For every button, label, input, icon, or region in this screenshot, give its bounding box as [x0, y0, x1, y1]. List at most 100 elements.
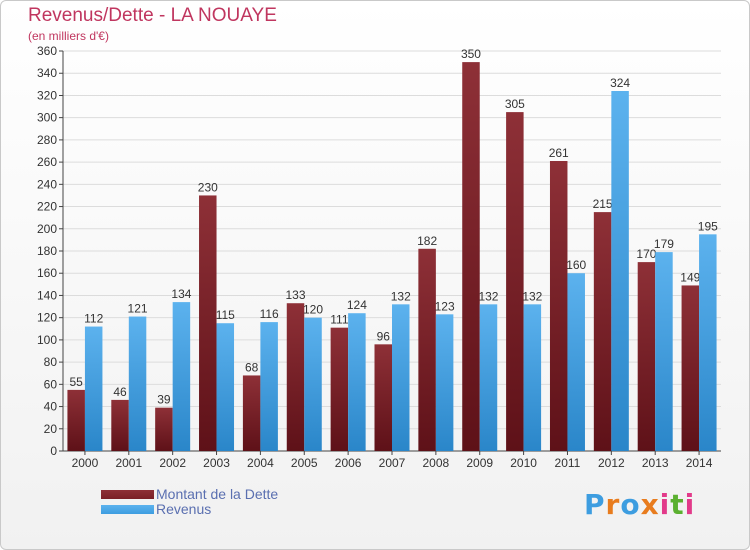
- value-label-dette: 182: [417, 234, 437, 248]
- x-tick-label: 2001: [115, 456, 142, 470]
- y-tick-label: 180: [37, 244, 57, 258]
- y-tick-label: 140: [37, 288, 57, 302]
- y-tick-label: 260: [37, 155, 57, 169]
- value-label-dette: 39: [157, 393, 171, 407]
- value-label-dette: 111: [330, 313, 349, 327]
- value-label-revenus: 195: [698, 219, 718, 233]
- bar-revenus: [611, 91, 629, 451]
- value-label-dette: 215: [593, 197, 613, 211]
- bar-revenus: [435, 314, 454, 451]
- legend-label-dette: Montant de la Dette: [156, 486, 279, 502]
- y-tick-label: 20: [44, 422, 58, 436]
- value-label-dette: 350: [461, 47, 481, 61]
- y-tick-label: 300: [37, 111, 57, 125]
- value-label-dette: 230: [198, 180, 218, 194]
- bar-dette: [418, 248, 436, 451]
- bar-dette: [506, 112, 524, 451]
- x-tick-label: 2008: [423, 456, 450, 470]
- logo-letter: i: [659, 488, 671, 521]
- bar-revenus: [128, 316, 147, 451]
- y-tick-label: 220: [37, 200, 57, 214]
- value-label-revenus: 179: [654, 237, 674, 251]
- legend-label-revenus: Revenus: [156, 501, 212, 517]
- y-tick-label: 160: [37, 266, 57, 280]
- value-label-dette: 46: [113, 385, 127, 399]
- bar-dette: [681, 285, 700, 451]
- bar-revenus: [348, 313, 366, 451]
- y-tick-label: 280: [37, 133, 57, 147]
- value-label-revenus: 160: [566, 258, 586, 272]
- y-tick-label: 0: [50, 444, 57, 458]
- value-label-revenus: 132: [522, 289, 542, 303]
- value-label-revenus: 124: [347, 298, 367, 312]
- bar-revenus: [216, 323, 235, 451]
- logo-letter: P: [584, 488, 606, 521]
- bar-dette: [637, 262, 656, 451]
- bar-revenus: [392, 304, 410, 451]
- value-label-dette: 96: [377, 329, 391, 343]
- y-tick-label: 60: [44, 377, 58, 391]
- y-tick-label: 340: [37, 66, 57, 80]
- y-tick-label: 120: [37, 311, 57, 325]
- bar-dette: [462, 62, 480, 451]
- value-label-revenus: 121: [128, 302, 148, 316]
- value-label-dette: 68: [245, 360, 259, 374]
- value-label-dette: 170: [636, 247, 656, 261]
- value-label-dette: 55: [70, 375, 84, 389]
- logo-letter: x: [640, 488, 660, 521]
- x-tick-label: 2004: [247, 456, 274, 470]
- logo-letter: r: [605, 488, 621, 521]
- y-tick-label: 240: [37, 177, 57, 191]
- value-label-revenus: 134: [171, 287, 191, 301]
- bar-revenus: [84, 326, 103, 451]
- chart-subtitle: (en milliers d'€): [28, 29, 109, 43]
- chart-title: Revenus/Dette - LA NOUAYE: [28, 5, 277, 26]
- bar-revenus: [260, 322, 278, 451]
- x-tick-label: 2009: [466, 456, 493, 470]
- value-label-revenus: 132: [478, 289, 498, 303]
- logo-letter: i: [684, 488, 696, 521]
- value-label-revenus: 112: [84, 312, 103, 326]
- bar-dette: [155, 407, 173, 451]
- x-tick-label: 2000: [72, 456, 99, 470]
- y-tick-label: 360: [37, 44, 57, 58]
- bar-dette: [593, 212, 612, 451]
- logo-letter: o: [620, 488, 641, 521]
- y-tick-label: 100: [37, 333, 57, 347]
- x-tick-label: 2007: [379, 456, 406, 470]
- x-tick-label: 2002: [159, 456, 186, 470]
- x-tick-label: 2013: [642, 456, 669, 470]
- value-label-dette: 305: [505, 97, 525, 111]
- y-tick-label: 320: [37, 88, 57, 102]
- proxiti-logo: Proxiti: [584, 488, 695, 521]
- x-tick-label: 2006: [335, 456, 362, 470]
- bar-dette: [330, 327, 349, 451]
- value-label-revenus: 123: [435, 299, 455, 313]
- bar-dette: [286, 303, 305, 451]
- x-tick-label: 2012: [598, 456, 625, 470]
- x-tick-label: 2003: [203, 456, 230, 470]
- x-tick-label: 2014: [686, 456, 713, 470]
- x-tick-label: 2005: [291, 456, 318, 470]
- bar-revenus: [479, 304, 498, 451]
- value-label-revenus: 120: [303, 303, 323, 317]
- y-tick-label: 80: [44, 355, 58, 369]
- legend-swatch-revenus: [101, 505, 154, 514]
- bar-dette: [549, 161, 568, 451]
- x-tick-label: 2011: [555, 456, 581, 470]
- y-tick-label: 200: [37, 222, 57, 236]
- value-label-dette: 261: [549, 146, 569, 160]
- bar-revenus: [523, 304, 542, 451]
- bar-revenus: [655, 252, 673, 451]
- bar-dette: [374, 344, 392, 451]
- y-tick-label: 40: [44, 400, 58, 414]
- value-label-revenus: 115: [216, 308, 235, 322]
- value-label-revenus: 116: [260, 307, 279, 321]
- value-label-dette: 133: [286, 288, 306, 302]
- bar-dette: [242, 375, 261, 451]
- bar-revenus: [699, 234, 717, 451]
- bar-revenus: [304, 317, 322, 451]
- bar-revenus: [172, 302, 191, 451]
- legend-swatch-dette: [101, 490, 154, 499]
- logo-letter: t: [670, 488, 685, 521]
